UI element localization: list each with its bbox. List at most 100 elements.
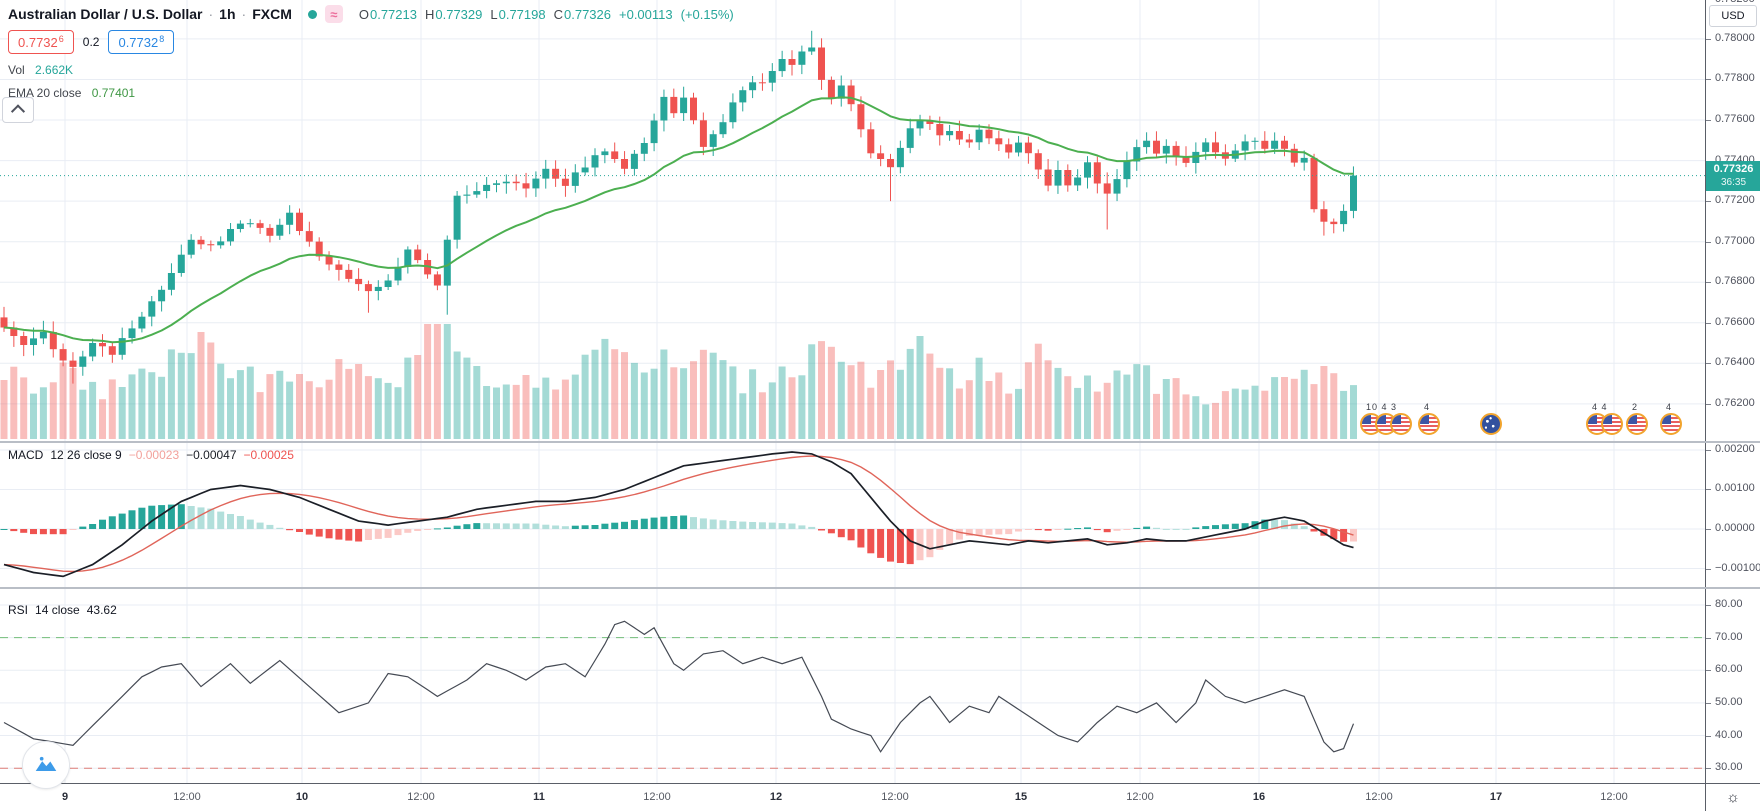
axis-tick-mark xyxy=(1706,363,1711,364)
macd-params: 12 26 close 9 xyxy=(50,448,122,462)
rsi-axis-label: 50.00 xyxy=(1715,696,1743,708)
candlestick-chart[interactable] xyxy=(0,0,1705,441)
chevron-up-icon xyxy=(10,104,26,119)
collapse-legend-button[interactable] xyxy=(2,97,34,123)
volume-value: 2.662K xyxy=(35,63,74,77)
time-axis-label: 10 xyxy=(295,791,309,803)
axis-tick-mark xyxy=(1706,404,1711,405)
axis-tick-mark xyxy=(1706,450,1711,451)
ema-legend-row[interactable]: EMA 20 close 0.77401 xyxy=(8,86,734,100)
axis-tick-mark xyxy=(1706,529,1711,530)
macd-axis-label: 0.00200 xyxy=(1715,443,1755,455)
time-axis-label: 16 xyxy=(1252,791,1266,803)
macd-chart[interactable] xyxy=(0,443,1705,587)
logo-button[interactable] xyxy=(22,741,70,789)
ohlc-high-value: 0.77329 xyxy=(435,6,483,22)
title-separator: · xyxy=(208,6,214,22)
price-axis-label: 0.76600 xyxy=(1715,316,1755,328)
economic-event-badge[interactable]: 2 xyxy=(1626,402,1648,435)
macd-legend[interactable]: MACD 12 26 close 9 −0.00023 −0.00047 −0.… xyxy=(8,448,294,462)
price-axis[interactable]: 0.78200 USD 0.77326 36:35 0.78000 0.77800… xyxy=(1705,0,1760,783)
time-axis-label: 15 xyxy=(1014,791,1028,803)
rsi-legend[interactable]: RSI 14 close 43.62 xyxy=(8,603,117,617)
volume-legend-row[interactable]: Vol 2.662K xyxy=(8,63,734,77)
economic-event-badge[interactable]: 4 4 xyxy=(1586,402,1623,435)
time-axis-label: 11 xyxy=(533,791,545,803)
time-axis-label: 12:00 xyxy=(173,791,201,803)
mountain-photo-icon xyxy=(35,756,57,771)
rsi-axis-label: 80.00 xyxy=(1715,598,1743,610)
theme-toggle-icon[interactable]: ☼ xyxy=(1726,789,1740,806)
bid-price: 0.7732 xyxy=(18,34,58,50)
axis-corner: ☼ xyxy=(1705,783,1760,811)
market-status-dot-icon[interactable] xyxy=(307,9,317,19)
economic-event-badge[interactable]: 4 xyxy=(1418,402,1440,435)
economic-event-badge[interactable] xyxy=(1480,413,1502,435)
price-axis-label: 0.77200 xyxy=(1715,194,1755,206)
approx-price-badge[interactable]: ≈ xyxy=(324,5,343,23)
price-axis-label: 0.77600 xyxy=(1715,113,1755,125)
pane-separator-main-macd[interactable] xyxy=(0,441,1760,443)
current-price-value: 0.77326 xyxy=(1713,163,1754,175)
sell-button[interactable]: 0.7732 6 xyxy=(8,30,74,54)
time-axis-label: 12:00 xyxy=(1365,791,1393,803)
event-count-label: 2 xyxy=(1632,402,1639,412)
event-flag-us-icon xyxy=(1660,413,1682,435)
economic-event-badge[interactable]: 10 4 3 xyxy=(1360,402,1412,435)
event-flag-us-icon xyxy=(1390,413,1412,435)
rsi-chart[interactable] xyxy=(0,589,1705,783)
rsi-axis-label: 40.00 xyxy=(1715,729,1743,741)
axis-tick-mark xyxy=(1706,569,1711,570)
chart-legend: Australian Dollar / U.S. Dollar · 1h · F… xyxy=(8,5,734,100)
rsi-value: 43.62 xyxy=(86,603,117,617)
rsi-pane[interactable] xyxy=(0,589,1705,783)
event-count-label: 10 4 3 xyxy=(1366,402,1398,412)
macd-line-value: −0.00047 xyxy=(186,448,237,462)
time-axis[interactable]: 9 12:00 10 12:00 11 12:00 12 12:00 15 12:00 16 12:0… xyxy=(0,783,1705,811)
event-count-label: 4 xyxy=(1424,402,1431,412)
rsi-params: 14 close xyxy=(35,603,80,617)
price-axis-partial-top-label: 0.78200 xyxy=(1715,0,1755,5)
ohlc-close-value: 0.77326 xyxy=(564,6,611,22)
time-axis-label: 12:00 xyxy=(1126,791,1154,803)
event-flag-us-icon xyxy=(1418,413,1440,435)
axis-tick-mark xyxy=(1706,323,1711,324)
exchange-label[interactable]: FXCM xyxy=(252,6,292,22)
interval-label[interactable]: 1h xyxy=(219,6,236,22)
price-axis-label: 0.76200 xyxy=(1715,397,1755,409)
pane-separator-macd-rsi[interactable] xyxy=(0,587,1760,589)
macd-pane[interactable] xyxy=(0,443,1705,587)
ask-price: 0.7732 xyxy=(118,34,159,50)
symbol-title-row: Australian Dollar / U.S. Dollar · 1h · F… xyxy=(8,5,734,23)
price-axis-label: 0.77800 xyxy=(1715,72,1755,84)
axis-tick-mark xyxy=(1706,201,1711,202)
currency-chip[interactable]: USD xyxy=(1709,5,1757,27)
volume-label: Vol xyxy=(8,63,25,77)
rsi-title: RSI xyxy=(8,603,29,617)
price-axis-label: 0.76400 xyxy=(1715,356,1755,368)
ohlc-low-value: 0.77198 xyxy=(498,6,546,22)
ohlc-close-key: C xyxy=(553,6,563,22)
macd-axis-label: 0.00000 xyxy=(1715,522,1755,534)
axis-tick-mark xyxy=(1706,39,1711,40)
economic-event-badge[interactable]: 4 xyxy=(1660,402,1682,435)
currency-chip-label: USD xyxy=(1721,10,1745,22)
bar-countdown: 36:35 xyxy=(1720,176,1747,188)
price-axis-label: 0.78000 xyxy=(1715,32,1755,44)
macd-title: MACD xyxy=(8,448,44,462)
macd-axis-label: −0.00100 xyxy=(1715,562,1760,574)
macd-histogram-value: −0.00023 xyxy=(128,448,180,462)
main-price-pane[interactable] xyxy=(0,0,1705,441)
ohlc-open-value: 0.77213 xyxy=(369,6,417,22)
ohlc-low-key: L xyxy=(490,6,498,22)
axis-tick-mark xyxy=(1706,736,1711,737)
axis-tick-mark xyxy=(1706,79,1711,80)
ema-value: 0.77401 xyxy=(91,86,136,100)
buy-button[interactable]: 0.7732 8 xyxy=(108,30,175,54)
event-flag-au-icon xyxy=(1480,413,1502,435)
time-axis-label: 12:00 xyxy=(881,791,909,803)
macd-axis-label: 0.00100 xyxy=(1715,482,1755,494)
symbol-title[interactable]: Australian Dollar / U.S. Dollar xyxy=(8,6,203,22)
rsi-axis-label: 30.00 xyxy=(1715,761,1743,773)
time-axis-label: 12:00 xyxy=(1600,791,1628,803)
